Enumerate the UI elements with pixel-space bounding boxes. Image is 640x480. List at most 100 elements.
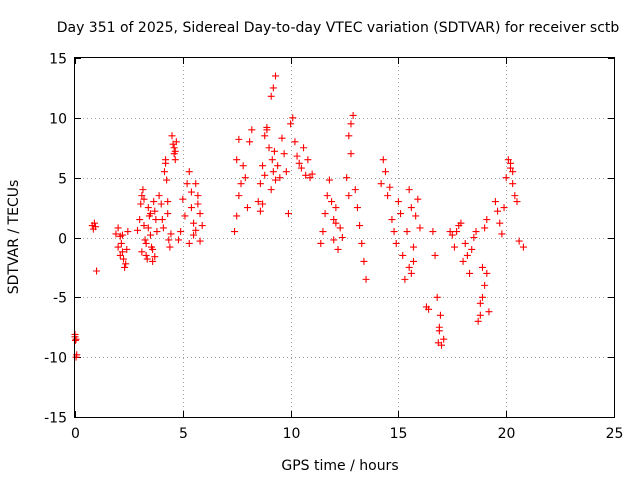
data-point xyxy=(386,183,394,191)
data-point xyxy=(187,204,195,212)
data-point xyxy=(433,293,441,301)
data-point xyxy=(494,207,502,215)
data-point xyxy=(446,228,454,236)
data-point xyxy=(142,251,150,259)
data-point xyxy=(143,255,151,263)
data-point xyxy=(158,216,166,224)
data-point xyxy=(118,248,126,256)
y-axis-label: SDTVAR / TECUs xyxy=(6,180,22,295)
data-point xyxy=(425,305,433,313)
data-point xyxy=(319,228,327,236)
data-point xyxy=(384,192,392,200)
data-point xyxy=(347,150,355,158)
data-point xyxy=(91,223,99,231)
data-point xyxy=(192,226,200,234)
data-point xyxy=(282,168,290,176)
data-point xyxy=(457,219,465,227)
data-point xyxy=(190,219,198,227)
data-point xyxy=(235,192,243,200)
data-point xyxy=(295,159,303,167)
data-point xyxy=(243,204,251,212)
data-point xyxy=(392,239,400,247)
x-axis-label: GPS time / hours xyxy=(281,458,398,474)
data-point xyxy=(177,228,185,236)
data-point xyxy=(153,228,161,236)
data-point xyxy=(515,237,523,245)
data-point xyxy=(377,180,385,188)
data-point xyxy=(179,195,187,203)
data-point xyxy=(466,269,474,277)
data-point xyxy=(138,192,146,200)
data-point xyxy=(481,281,489,289)
data-point xyxy=(472,228,480,236)
data-point xyxy=(136,216,144,224)
data-point xyxy=(351,186,359,194)
data-point xyxy=(122,260,130,268)
data-point xyxy=(436,311,444,319)
data-point xyxy=(269,168,277,176)
data-point xyxy=(198,222,206,230)
y-tick-label: -5 xyxy=(53,291,67,307)
data-point xyxy=(241,174,249,182)
data-point xyxy=(164,210,172,218)
data-point xyxy=(276,174,284,182)
data-point xyxy=(284,210,292,218)
data-point xyxy=(155,192,163,200)
data-point xyxy=(124,228,132,236)
data-point xyxy=(263,123,271,131)
data-point xyxy=(170,144,178,152)
data-point xyxy=(72,335,80,343)
data-point xyxy=(256,207,264,215)
data-point xyxy=(328,198,336,206)
data-point xyxy=(134,226,142,234)
data-point xyxy=(321,210,329,218)
x-tick-label: 5 xyxy=(179,426,188,442)
data-point xyxy=(498,230,506,238)
data-point xyxy=(334,245,342,253)
data-point xyxy=(502,174,510,182)
data-point xyxy=(114,224,122,232)
y-tick-label: -15 xyxy=(44,411,67,427)
data-point xyxy=(330,236,338,244)
data-point xyxy=(397,210,405,218)
data-point xyxy=(160,168,168,176)
data-point xyxy=(453,228,461,236)
y-tick-label: 5 xyxy=(58,172,67,188)
data-point xyxy=(171,147,179,155)
data-point xyxy=(478,293,486,301)
data-point xyxy=(345,132,353,140)
data-point xyxy=(336,224,344,232)
data-point xyxy=(474,317,482,325)
data-point xyxy=(362,275,370,283)
plot-frame xyxy=(74,57,615,418)
data-point xyxy=(137,200,145,208)
data-point xyxy=(90,219,98,227)
data-point xyxy=(491,198,499,206)
data-point xyxy=(259,162,267,170)
data-point xyxy=(306,174,314,182)
data-point xyxy=(239,162,247,170)
data-point xyxy=(379,156,387,164)
data-point xyxy=(120,255,128,263)
data-point xyxy=(304,156,312,164)
data-point xyxy=(358,239,366,247)
data-point xyxy=(323,192,331,200)
data-point xyxy=(297,164,305,172)
data-point xyxy=(434,339,442,347)
data-point xyxy=(332,204,340,212)
data-point xyxy=(71,336,79,344)
data-point xyxy=(345,192,353,200)
y-tick-label: 0 xyxy=(58,232,67,248)
data-point xyxy=(416,224,424,232)
data-point xyxy=(440,335,448,343)
data-point xyxy=(159,224,167,232)
data-point xyxy=(146,210,154,218)
y-tick-label: 15 xyxy=(49,52,67,68)
data-point xyxy=(144,224,152,232)
data-point xyxy=(504,156,512,164)
data-point xyxy=(181,212,189,220)
data-point xyxy=(300,144,308,152)
data-point xyxy=(401,275,409,283)
data-point xyxy=(246,138,254,146)
